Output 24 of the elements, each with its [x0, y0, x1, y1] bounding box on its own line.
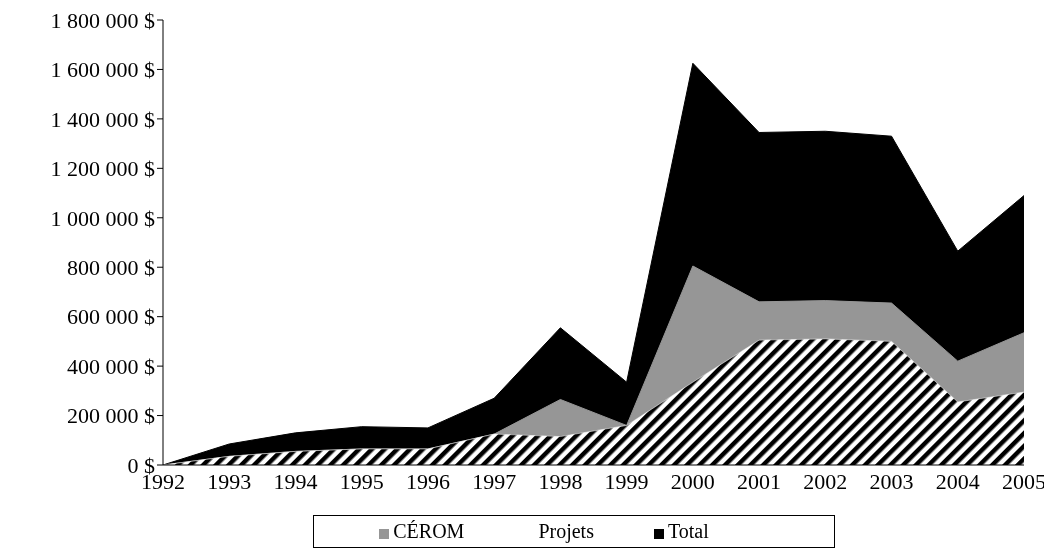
y-tick-label: 1 200 000 $ [50, 156, 155, 182]
x-tick-label: 2004 [935, 468, 980, 494]
x-tick-label: 2003 [869, 468, 914, 494]
x-tick-label: 2000 [670, 468, 715, 494]
y-tick-label: 400 000 $ [67, 353, 155, 379]
legend-label: CÉROM [393, 520, 465, 542]
x-tick-label: 1997 [472, 468, 517, 494]
x-tick-label: 1999 [604, 468, 649, 494]
y-tick-label: 1 800 000 $ [50, 7, 155, 33]
x-tick-label: 1994 [273, 468, 318, 494]
text: Projets [538, 520, 594, 542]
x-tick-label: 1998 [538, 468, 583, 494]
y-tick-label: 1 400 000 $ [50, 106, 155, 132]
y-tick-label: 1 600 000 $ [50, 57, 155, 83]
y-tick-label: 200 000 $ [67, 403, 155, 429]
x-tick-label: 1995 [339, 468, 384, 494]
x-tick-label: 1996 [405, 468, 450, 494]
y-tick-label: 1 000 000 $ [50, 205, 155, 231]
x-tick-label: 2001 [737, 468, 782, 494]
y-tick-label: 600 000 $ [67, 304, 155, 330]
x-tick-label: 2002 [803, 468, 848, 494]
y-tick-label: 800 000 $ [67, 255, 155, 281]
legend-label: Total [667, 520, 709, 542]
x-tick-label: 1993 [207, 468, 252, 494]
